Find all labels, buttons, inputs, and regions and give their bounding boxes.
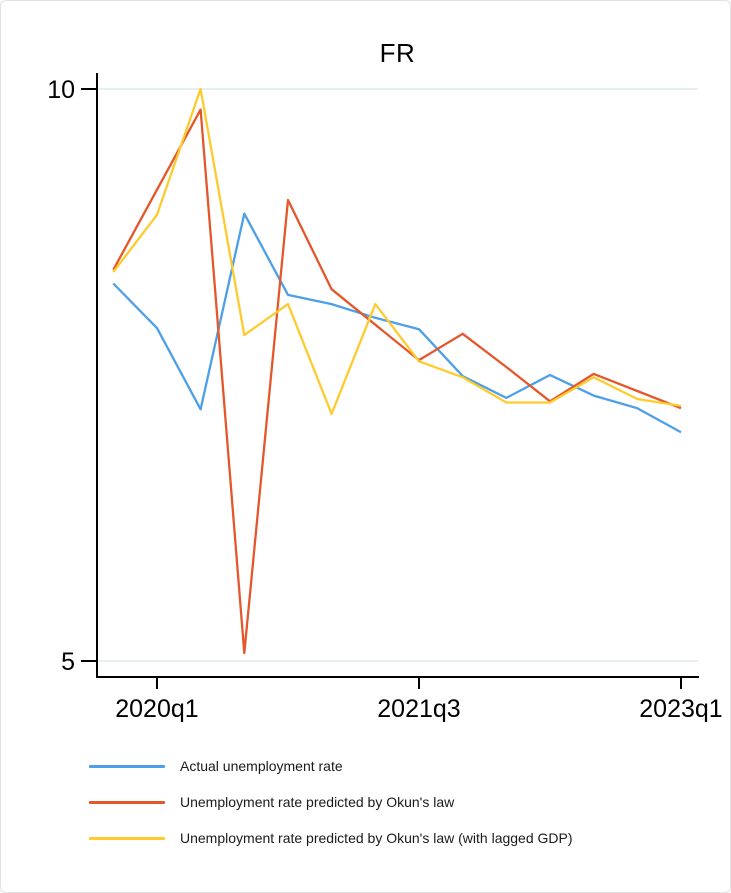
series-line-2 [112,87,682,416]
legend-item-okun-lagged: Unemployment rate predicted by Okun's la… [1,821,730,857]
legend-line-swatch-orange [89,801,165,804]
legend-label: Unemployment rate predicted by Okun's la… [180,830,573,846]
legend-item-actual: Actual unemployment rate [1,749,730,785]
x-tick-label: 2023q1 [639,695,722,723]
chart-legend: Actual unemployment rate Unemployment ra… [1,749,730,857]
legend-label: Unemployment rate predicted by Okun's la… [180,794,455,810]
legend-line-swatch-blue [89,765,165,768]
legend-label: Actual unemployment rate [180,758,343,774]
y-tick-label: 5 [61,648,75,676]
series-line-1 [112,108,682,655]
line-chart-plot-area: 10 5 2020q1 2021q3 2023q1 [47,73,723,723]
legend-item-okun: Unemployment rate predicted by Okun's la… [1,785,730,821]
x-tick-label: 2020q1 [115,695,198,723]
legend-line-swatch-yellow [89,837,165,840]
series-line-0 [112,212,682,434]
x-tick-label: 2021q3 [377,695,460,723]
chart-title: FR [379,38,416,68]
y-tick-label: 10 [47,76,75,104]
